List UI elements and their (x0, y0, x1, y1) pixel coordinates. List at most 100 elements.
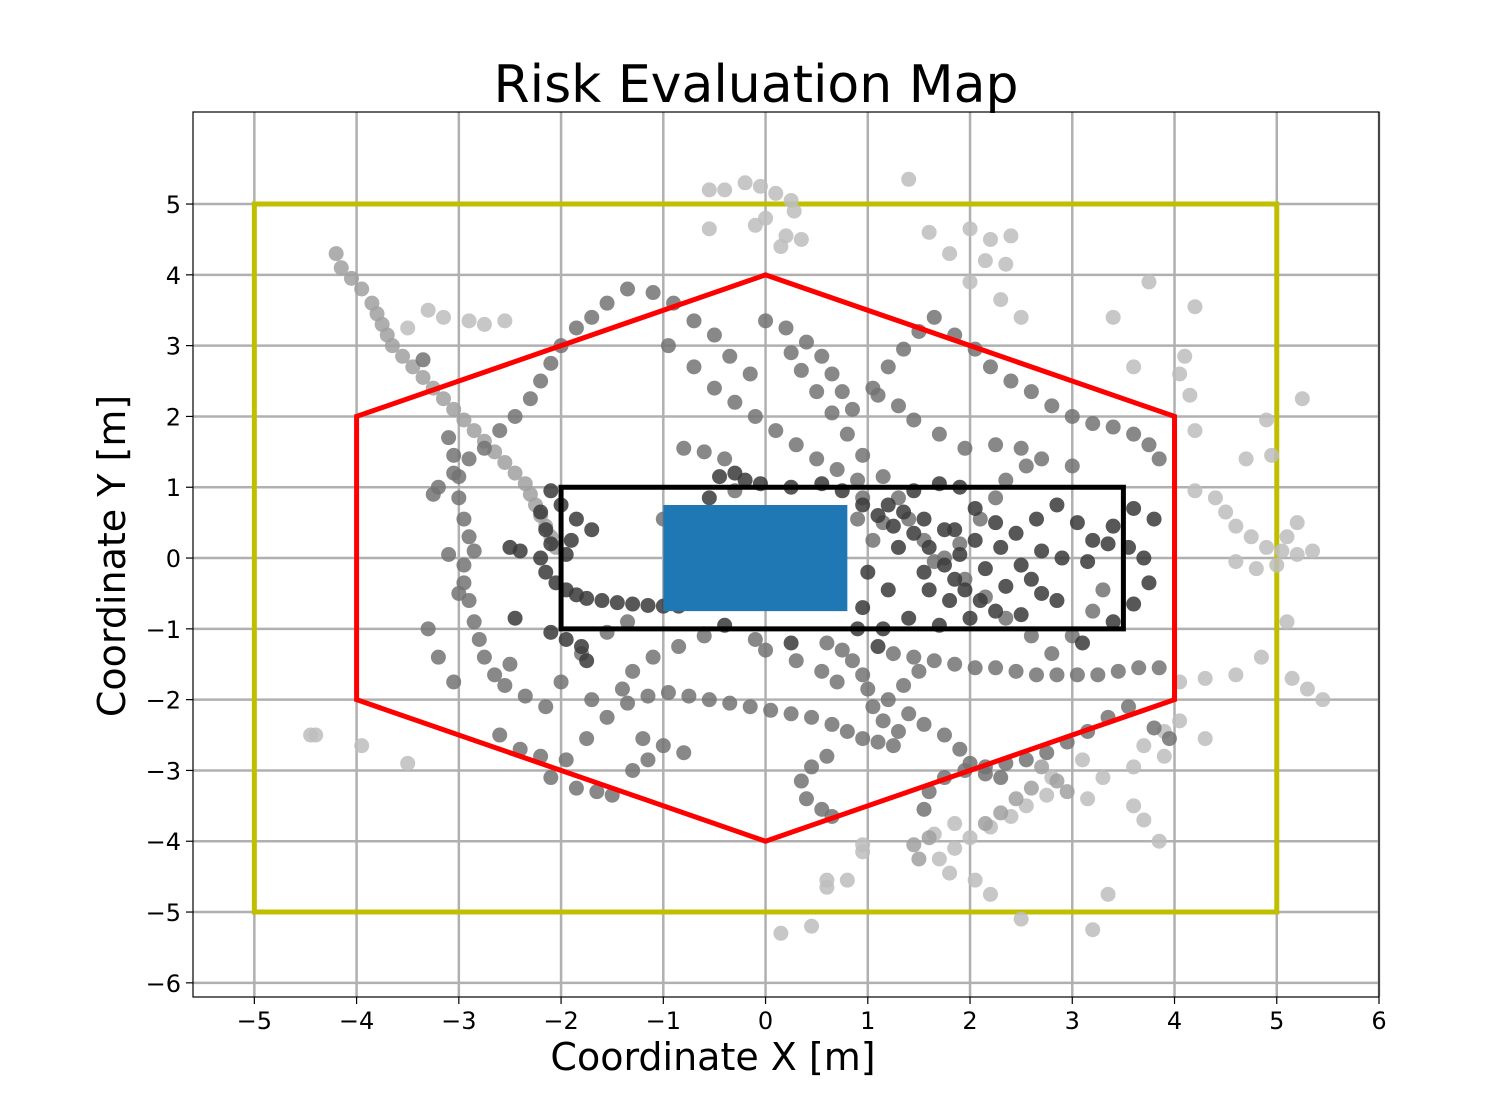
tick-labels: −5 −4 −3 −2 −1 0 1 2 3 4 5 6 5 4 3 2 1 0 −1 −2 −3 −4 −5 −6 (146, 191, 1387, 1035)
data-point (435, 391, 451, 407)
data-point (635, 731, 651, 747)
data-point (722, 695, 738, 711)
data-point (328, 246, 344, 262)
inner-zone-box (558, 484, 1126, 632)
data-point (538, 564, 554, 580)
data-point (758, 642, 774, 658)
data-point (977, 816, 993, 832)
data-point (855, 731, 871, 747)
data-point (896, 341, 912, 357)
data-point (1085, 603, 1101, 619)
data-point (850, 472, 866, 488)
data-point (594, 593, 610, 609)
y-tick-label: −5 (146, 899, 181, 927)
data-point (1100, 536, 1116, 552)
data-point (793, 773, 809, 789)
y-tick-label: 0 (166, 545, 181, 573)
data-point (916, 801, 932, 817)
data-point (936, 727, 952, 743)
data-point (1136, 550, 1152, 566)
data-point (640, 752, 656, 768)
data-point (804, 709, 820, 725)
data-point (855, 497, 871, 513)
data-point (558, 752, 574, 768)
data-point (1034, 759, 1050, 775)
data-point (717, 182, 733, 198)
data-point (1279, 614, 1295, 630)
data-point (870, 508, 886, 524)
data-point (998, 256, 1014, 272)
data-point (942, 865, 958, 881)
data-point (742, 366, 758, 382)
data-point (1100, 886, 1116, 902)
data-point (579, 731, 595, 747)
data-point (768, 185, 784, 201)
data-point (1034, 451, 1050, 467)
data-point (1126, 426, 1142, 442)
data-point (993, 805, 1009, 821)
data-point (936, 557, 952, 573)
data-point (957, 582, 973, 598)
data-point (1197, 670, 1213, 686)
data-point (574, 639, 590, 655)
data-point (906, 837, 922, 853)
data-point (967, 532, 983, 548)
y-tick-label: 5 (166, 191, 181, 219)
shapes-layer (251, 201, 1280, 915)
data-point (446, 465, 462, 481)
data-point (497, 313, 513, 329)
data-point (420, 621, 436, 637)
data-point (855, 447, 871, 463)
data-point (660, 338, 676, 354)
data-point (829, 674, 845, 690)
data-point (1187, 299, 1203, 315)
data-point (1023, 384, 1039, 400)
data-point (1284, 670, 1300, 686)
data-point (885, 738, 901, 754)
data-point (425, 486, 441, 502)
data-point (476, 649, 492, 665)
data-point (890, 398, 906, 414)
data-point (446, 401, 462, 417)
data-point (415, 352, 431, 368)
data-point (988, 660, 1004, 676)
data-point (786, 203, 802, 219)
data-point (645, 649, 661, 665)
data-point (579, 590, 595, 606)
data-point (435, 309, 451, 325)
data-point (1090, 667, 1106, 683)
data-point (533, 550, 549, 566)
data-point (1080, 554, 1096, 570)
data-point (696, 444, 712, 460)
data-point (870, 387, 886, 403)
data-point (880, 497, 896, 513)
data-point (993, 292, 1009, 308)
data-point (1161, 731, 1177, 747)
data-point (982, 359, 998, 375)
data-point (1228, 554, 1244, 570)
data-point (1069, 515, 1085, 531)
data-point (1156, 748, 1172, 764)
data-point (476, 440, 492, 456)
data-point (1177, 348, 1193, 364)
x-tick-label: −1 (646, 1007, 681, 1035)
data-point (620, 614, 636, 630)
data-point (1141, 575, 1157, 591)
data-point (614, 681, 630, 697)
data-point (640, 597, 656, 613)
data-point (1274, 543, 1290, 559)
data-point (706, 327, 722, 343)
data-point (727, 394, 743, 410)
data-point (461, 451, 477, 467)
data-point (988, 515, 1004, 531)
data-point (1238, 451, 1254, 467)
data-point (1197, 731, 1213, 747)
data-point (701, 692, 717, 708)
data-point (686, 313, 702, 329)
data-point (1023, 571, 1039, 587)
data-point (543, 770, 559, 786)
x-tick-label: 4 (1167, 1007, 1182, 1035)
data-point (855, 837, 871, 853)
data-point (441, 430, 457, 446)
x-tick-label: 2 (962, 1007, 977, 1035)
